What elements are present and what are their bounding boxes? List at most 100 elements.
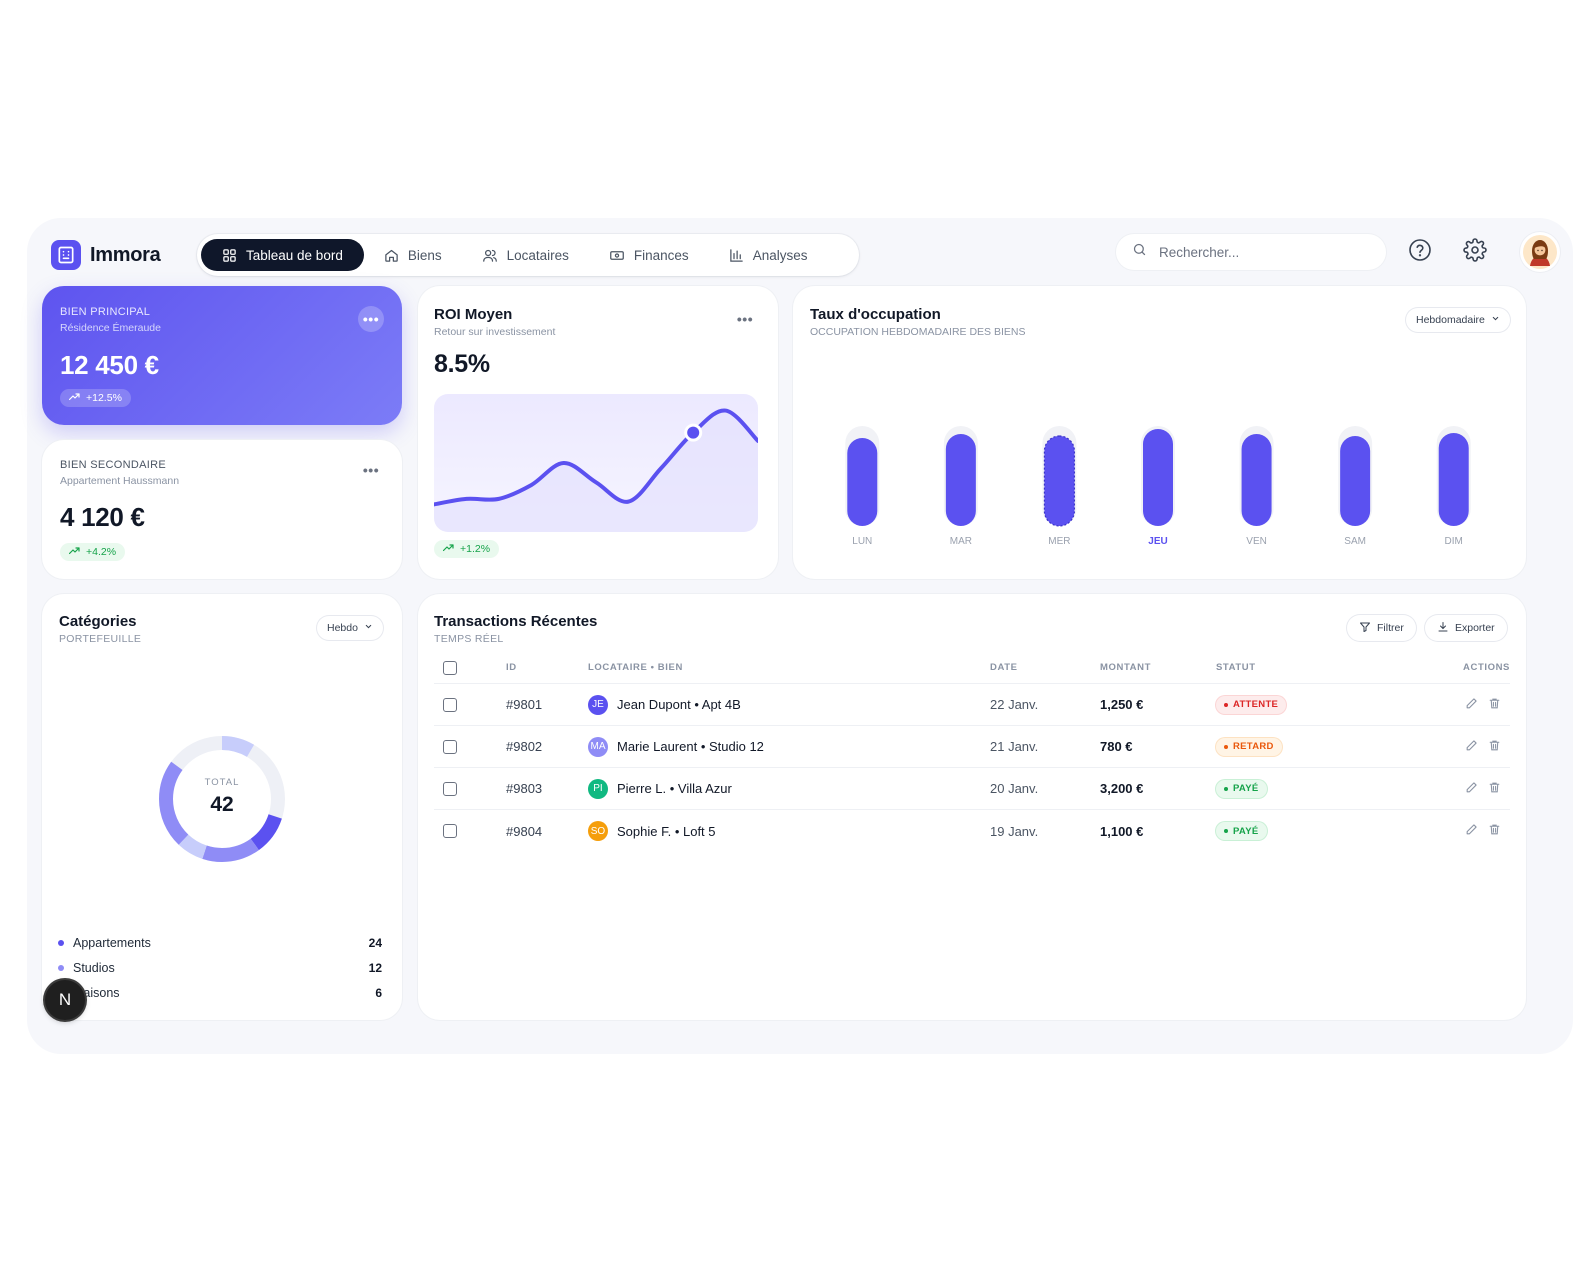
legend-dot <box>58 940 64 946</box>
dev-tools-badge[interactable]: N <box>45 980 85 1020</box>
download-icon <box>1437 621 1449 636</box>
donut-total-value: 42 <box>210 793 234 816</box>
trash-icon[interactable] <box>1488 697 1501 713</box>
export-button[interactable]: Exporter <box>1425 615 1507 641</box>
trash-icon[interactable] <box>1488 739 1501 755</box>
tenant-avatar: MA <box>588 736 608 757</box>
row-select-cell <box>443 810 457 852</box>
transaction-amount: 1,100 € <box>1100 823 1144 839</box>
donut-total-label: TOTAL <box>204 777 240 788</box>
tenant-avatar: PI <box>588 778 608 799</box>
change-value: +4.2% <box>86 546 117 558</box>
nav-item-analyses[interactable]: Analyses <box>709 239 828 271</box>
period-label: Hebdomadaire <box>1416 314 1485 326</box>
user-avatar[interactable] <box>1520 232 1560 272</box>
search-icon <box>1132 242 1147 262</box>
change-value: +1.2% <box>460 543 491 555</box>
card-title: Taux d'occupation <box>810 306 941 323</box>
row-checkbox[interactable] <box>443 781 457 796</box>
col-status[interactable]: STATUT <box>1216 662 1256 673</box>
transaction-amount: 1,250 € <box>1100 697 1144 712</box>
select-all-cell <box>443 652 457 683</box>
transaction-date: 22 Janv. <box>990 697 1039 712</box>
search-input[interactable] <box>1159 244 1359 260</box>
roi-value: 8.5% <box>434 350 490 378</box>
change-value: +12.5% <box>86 392 122 404</box>
table-row[interactable]: #9802 MA Marie Laurent • Studio 12 21 Ja… <box>434 726 1510 768</box>
card-subtitle: PORTEFEUILLE <box>59 633 142 645</box>
donut-segment <box>159 736 285 862</box>
help-button[interactable] <box>1402 234 1438 270</box>
period-select[interactable]: Hebdomadaire <box>1406 308 1510 332</box>
trash-icon[interactable] <box>1488 823 1501 839</box>
transactions-table: ID LOCATAIRE • BIEN DATE MONTANT STATUT … <box>434 652 1510 852</box>
ellipsis-icon: ••• <box>736 311 754 327</box>
status-badge: PAYÉ <box>1216 822 1267 840</box>
status-badge: ATTENTE <box>1216 695 1287 714</box>
status-label: PAYÉ <box>1233 825 1259 837</box>
day-label: DIM <box>1445 536 1463 547</box>
legend-item: Appartements 24 <box>58 936 382 950</box>
occupancy-bar <box>1438 433 1469 526</box>
nav-item-dashboard[interactable]: Tableau de bord <box>201 239 364 271</box>
transaction-date: 21 Janv. <box>990 739 1039 754</box>
table-row[interactable]: #9801 JE Jean Dupont • Apt 4B 22 Janv. 1… <box>434 684 1510 726</box>
nav-item-label: Finances <box>633 247 689 263</box>
transaction-id: #9802 <box>506 739 543 754</box>
trash-icon[interactable] <box>1488 781 1501 797</box>
nav-item-label: Tableau de bord <box>246 247 343 263</box>
legend-item: Maisons 6 <box>58 986 382 1000</box>
filter-icon <box>1359 621 1371 636</box>
card-subtitle: TEMPS RÉEL <box>434 633 504 645</box>
property-name: Résidence Émeraude <box>60 322 161 334</box>
edit-icon[interactable] <box>1465 697 1478 713</box>
nav-item-locataires[interactable]: Locataires <box>462 239 589 271</box>
table-row[interactable]: #9803 PI Pierre L. • Villa Azur 20 Janv.… <box>434 768 1510 810</box>
day-label: VEN <box>1246 536 1267 547</box>
select-all-checkbox[interactable] <box>443 660 457 675</box>
filter-button[interactable]: Filtrer <box>1347 615 1416 641</box>
roi-line-chart <box>434 394 758 532</box>
donut-segment <box>159 736 285 862</box>
donut-segment <box>159 736 285 862</box>
legend-item: Studios 12 <box>58 961 382 975</box>
col-amount[interactable]: MONTANT <box>1100 662 1151 673</box>
nav-item-label: Biens <box>407 247 442 263</box>
nav-item-biens[interactable]: Biens <box>364 239 462 271</box>
row-checkbox[interactable] <box>443 824 457 838</box>
edit-icon[interactable] <box>1465 823 1478 839</box>
secondary-property-card[interactable]: BIEN SECONDAIRE Appartement Haussmann ••… <box>42 440 402 579</box>
day-label: MAR <box>950 536 972 547</box>
transaction-id: #9803 <box>506 781 543 796</box>
row-checkbox[interactable] <box>443 739 457 754</box>
more-options-button[interactable]: ••• <box>358 306 384 332</box>
edit-icon[interactable] <box>1465 739 1478 755</box>
brand[interactable]: Immora <box>51 240 161 270</box>
settings-button[interactable] <box>1457 234 1493 270</box>
edit-icon[interactable] <box>1465 781 1478 797</box>
status-label: RETARD <box>1233 741 1274 752</box>
roi-area <box>434 410 758 532</box>
tenant-avatar: SO <box>588 821 608 841</box>
period-select[interactable]: Hebdo <box>317 616 383 640</box>
more-options-button[interactable]: ••• <box>358 457 384 483</box>
row-checkbox[interactable] <box>443 697 457 712</box>
row-actions <box>1465 810 1501 852</box>
col-id[interactable]: ID <box>506 662 517 673</box>
col-date[interactable]: DATE <box>990 662 1018 673</box>
transaction-amount: 3,200 € <box>1100 781 1144 796</box>
banknote-icon <box>609 248 625 263</box>
nav-item-finances[interactable]: Finances <box>589 239 709 271</box>
col-tenant[interactable]: LOCATAIRE • BIEN <box>588 662 683 673</box>
primary-property-card[interactable]: BIEN PRINCIPAL Résidence Émeraude ••• 12… <box>42 286 402 425</box>
trending-up-icon <box>68 392 80 404</box>
app-shell: Immora Tableau de bord Biens Locataires <box>27 218 1573 1054</box>
roi-line <box>434 408 758 507</box>
property-value: 4 120 € <box>60 502 145 532</box>
status-label: PAYÉ <box>1233 783 1259 794</box>
table-row[interactable]: #9804 SO Sophie F. • Loft 5 19 Janv. 1,1… <box>434 810 1510 852</box>
occupancy-bar <box>1143 429 1173 526</box>
gear-icon <box>1463 237 1487 267</box>
day-label: LUN <box>852 536 872 547</box>
more-options-button[interactable]: ••• <box>732 306 758 332</box>
